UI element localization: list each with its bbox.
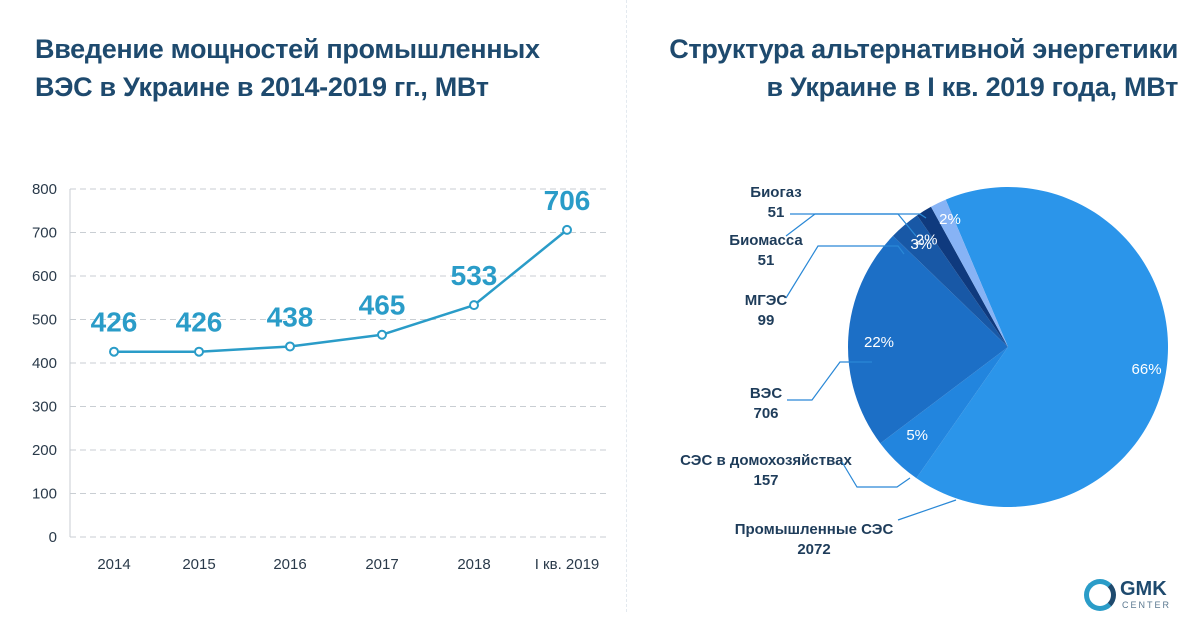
right-title-line-2: в Украине в I кв. 2019 года, МВт (766, 72, 1178, 102)
left-title-line-1: Введение мощностей промышленных (35, 34, 540, 64)
data-point (194, 346, 204, 357)
legend-value: 157 (753, 472, 778, 489)
data-label: 426 (91, 307, 138, 338)
y-tick-label: 500 (32, 312, 57, 329)
right-title-line-1: Структура альтернативной энергетики (669, 34, 1178, 64)
y-tick-label: 0 (49, 529, 57, 546)
x-tick-label: 2016 (273, 556, 306, 573)
logo-name: GMK (1120, 578, 1167, 600)
leader-line (787, 361, 872, 401)
slice-percent-label: 3% (910, 236, 932, 253)
pie-slice (916, 186, 1168, 508)
legend-name: ВЭС (750, 385, 783, 402)
line-chart: 0 100 200 300 400 500 600 700 800 2014 2015 2016 201… (32, 181, 606, 573)
y-tick-label: 100 (32, 486, 57, 503)
legend-name: МГЭС (745, 292, 788, 309)
panel-divider (626, 0, 627, 612)
data-label: 465 (359, 290, 406, 321)
gmk-logo: GMK CENTER (1084, 576, 1184, 612)
slice-percent-label: 2% (916, 232, 938, 249)
x-tick-label: I кв. 2019 (535, 556, 600, 573)
series-line (114, 228, 568, 353)
pie-slice (892, 215, 1008, 347)
slice-percent-label: 5% (906, 427, 928, 444)
y-tick-label: 700 (32, 225, 57, 242)
legend-value: 99 (758, 312, 775, 329)
pie-slice (880, 347, 1008, 479)
legend-value: 706 (753, 405, 778, 422)
legend-value: 2072 (797, 541, 830, 558)
leader-line (841, 461, 911, 488)
legend-name: Биогаз (750, 184, 801, 201)
slice-percent-label: 66% (1132, 361, 1162, 378)
data-point (562, 224, 572, 235)
leader-line (790, 213, 927, 219)
x-tick-label: 2014 (97, 556, 130, 573)
left-title-line-2: ВЭС в Украине в 2014-2019 гг., МВт (35, 72, 489, 102)
x-tick-label: 2015 (182, 556, 215, 573)
legend-value: 51 (758, 252, 775, 269)
logo-ring-icon (1084, 579, 1116, 611)
data-point (469, 300, 479, 311)
pie-slice (930, 199, 1008, 347)
pie-slice (917, 206, 1008, 347)
x-tick-label: 2018 (457, 556, 490, 573)
slice-percent-label: 2% (939, 211, 961, 228)
data-label: 533 (451, 260, 498, 291)
data-label: 706 (544, 185, 591, 216)
left-chart-title: Введение мощностей промышленных ВЭС в Ук… (35, 30, 595, 106)
legend-name: Биомасса (729, 232, 803, 249)
y-tick-label: 600 (32, 268, 57, 285)
x-tick-label: 2017 (365, 556, 398, 573)
logo-subtitle: CENTER (1122, 600, 1172, 610)
pie-slice (847, 235, 1008, 444)
y-tick-label: 300 (32, 399, 57, 416)
data-point (285, 341, 295, 352)
data-label: 426 (176, 307, 223, 338)
y-tick-label: 400 (32, 355, 57, 372)
right-chart-title: Структура альтернативной энергетики в Ук… (618, 30, 1178, 106)
legend-value: 51 (768, 204, 785, 221)
legend-name: Промышленные СЭС (735, 521, 894, 538)
leader-line (785, 245, 905, 299)
y-tick-label: 200 (32, 442, 57, 459)
y-tick-label: 800 (32, 181, 57, 198)
slice-percent-label: 22% (864, 334, 894, 351)
legend-name: СЭС в домохозяйствах (680, 452, 852, 469)
data-point (109, 346, 119, 357)
leader-line (897, 499, 957, 521)
data-point (377, 329, 387, 340)
data-label: 438 (267, 301, 314, 332)
